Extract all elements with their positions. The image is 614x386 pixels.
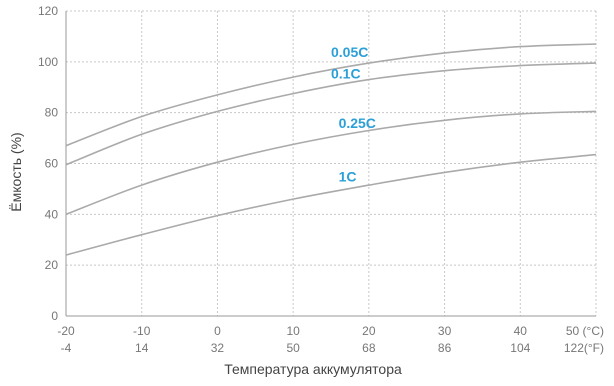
series-label: 0.25C	[339, 115, 376, 131]
x-tick-label-celsius: 50 (°C)	[566, 324, 604, 338]
series-labels: 0.05C 0.1C 0.25C 1C	[331, 44, 376, 185]
x-tick-label-celsius: 40	[514, 324, 528, 338]
series-line-1C	[65, 153, 597, 256]
y-tick-label: 60	[45, 157, 59, 171]
y-axis-title: Ёмкость (%)	[8, 132, 24, 211]
x-tick-label-celsius: 0	[214, 324, 221, 338]
x-tick-label-fahrenheit: 86	[438, 341, 452, 355]
y-tick-label: 40	[45, 207, 59, 221]
x-axis-title: Температура аккумулятора	[224, 361, 402, 377]
x-tick-label-fahrenheit: 14	[135, 341, 149, 355]
series-line-0_25C	[65, 110, 597, 216]
x-tick-label-fahrenheit: 104	[510, 341, 530, 355]
series-line-0_1C	[65, 62, 597, 166]
y-tick-label: 100	[38, 55, 58, 69]
axes: 0 20 40 60 80 100 120 -20 -4 -10 14 0 32 10 50 20 68 30 86…	[38, 4, 604, 355]
series-label: 1C	[339, 168, 357, 184]
y-tick-label: 20	[45, 258, 59, 272]
x-tick-label-fahrenheit: -4	[61, 341, 72, 355]
x-tick-label-fahrenheit: 50	[286, 341, 300, 355]
x-tick-label-celsius: 30	[438, 324, 452, 338]
series-lines	[65, 43, 597, 256]
x-tick-label-fahrenheit: 32	[211, 341, 225, 355]
y-tick-label: 80	[45, 106, 59, 120]
y-tick-label: 120	[38, 4, 58, 18]
x-tick-label-celsius: -20	[57, 324, 75, 338]
x-tick-label-fahrenheit: 122(°F)	[564, 341, 604, 355]
x-tick-label-celsius: 10	[286, 324, 300, 338]
series-label: 0.05C	[331, 44, 368, 60]
x-tick-label-celsius: 20	[362, 324, 376, 338]
series-line-0_05C	[65, 43, 597, 147]
y-tick-label: 0	[51, 309, 58, 323]
x-tick-label-fahrenheit: 68	[362, 341, 376, 355]
x-tick-label-celsius: -10	[133, 324, 151, 338]
series-label: 0.1C	[331, 65, 361, 81]
